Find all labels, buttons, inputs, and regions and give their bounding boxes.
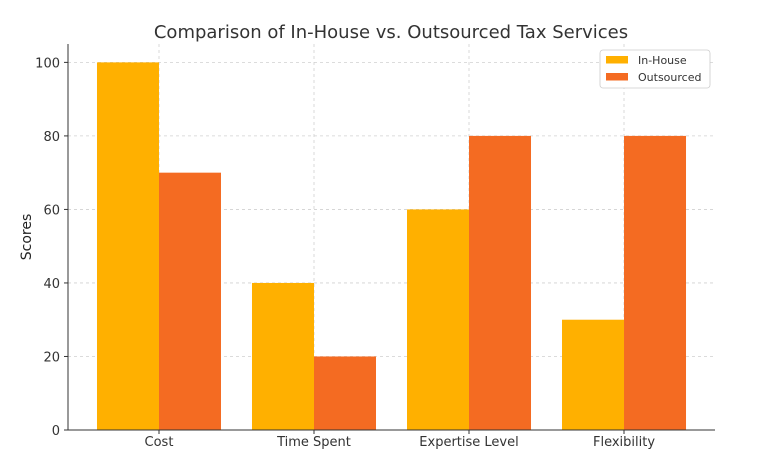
y-tick-label: 40: [43, 277, 60, 292]
legend-label: In-House: [638, 54, 687, 67]
y-tick-label: 80: [43, 130, 60, 145]
legend-swatch: [606, 56, 628, 64]
bar-outsourced: [469, 135, 532, 430]
bar-in-house: [251, 282, 314, 430]
y-tick-label: 20: [43, 350, 60, 365]
bar-outsourced: [313, 356, 376, 430]
y-axis-label: Scores: [19, 214, 35, 261]
legend-label: Outsourced: [638, 71, 701, 84]
bar-in-house: [407, 209, 470, 430]
x-tick-label: Flexibility: [593, 435, 655, 450]
chart-title: Comparison of In-House vs. Outsourced Ta…: [154, 22, 628, 43]
y-tick-label: 0: [52, 424, 60, 439]
bar-in-house: [96, 62, 159, 430]
y-tick-label: 60: [43, 203, 60, 218]
legend-swatch: [606, 73, 628, 81]
x-tick-label: Cost: [145, 435, 174, 450]
y-tick-label: 100: [35, 56, 60, 71]
bar-outsourced: [624, 135, 687, 430]
legend: In-House Outsourced: [599, 49, 711, 89]
bar-in-house: [562, 319, 625, 430]
bar-outsourced: [158, 172, 221, 430]
x-tick-label: Time Spent: [276, 435, 351, 450]
x-tick-label: Expertise Level: [419, 435, 518, 450]
